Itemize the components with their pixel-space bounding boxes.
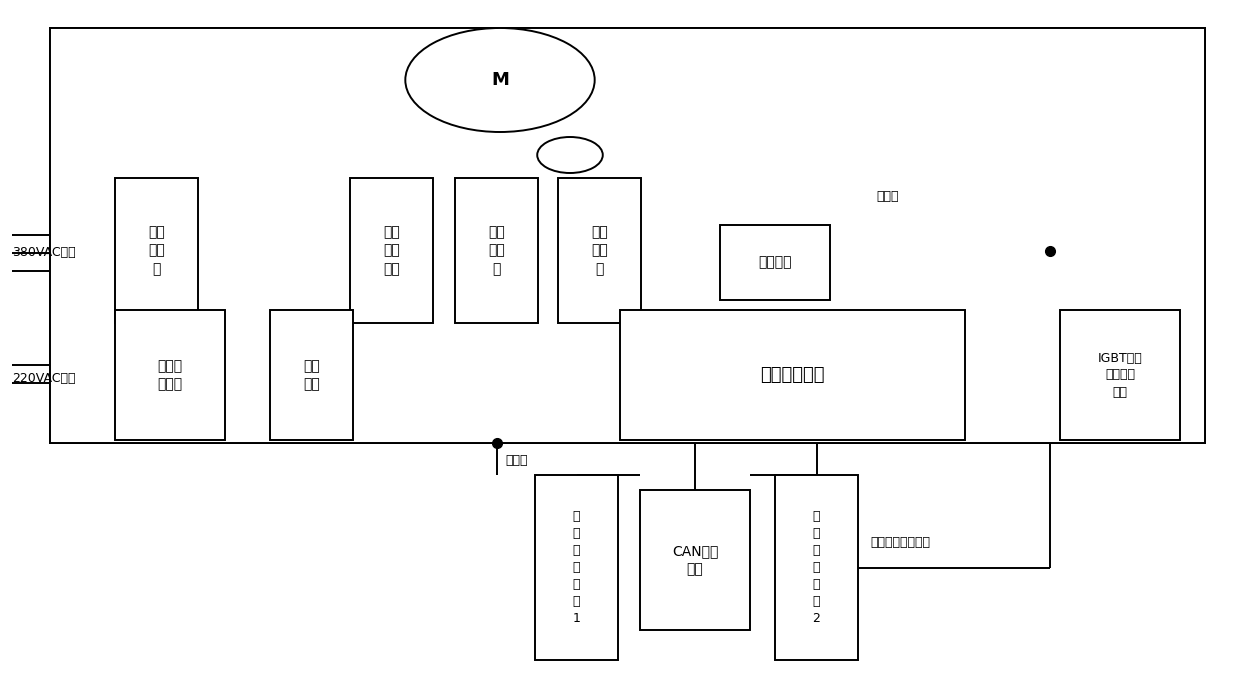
Circle shape [405,28,595,132]
Text: 380VAC输入: 380VAC输入 [12,247,76,259]
Text: 单相逆
变模块: 单相逆 变模块 [157,359,182,391]
Text: 电梯
控制
器: 电梯 控制 器 [489,225,505,276]
Text: 超
级
电
容
模
组
2: 超 级 电 容 模 组 2 [812,510,821,625]
Bar [534,475,618,660]
Bar [50,28,1205,443]
Bar [350,178,433,323]
Bar [620,310,965,440]
Text: 显示模块: 显示模块 [758,255,792,270]
Text: 电梯
输入
开关: 电梯 输入 开关 [383,225,399,276]
Bar [115,178,198,323]
Bar [558,178,641,323]
Text: 超
级
电
容
模
组
1: 超 级 电 容 模 组 1 [573,510,580,625]
Bar [270,310,353,440]
Text: 直流
接触
器: 直流 接触 器 [591,225,608,276]
Text: 直流
降压: 直流 降压 [303,359,320,391]
Text: 母线负: 母线负 [505,454,527,466]
Circle shape [537,137,603,173]
Bar [720,225,830,300]
Text: M: M [491,71,508,89]
Bar [115,310,224,440]
Text: 储能单元直流电压: 储能单元直流电压 [870,535,930,548]
Bar [50,28,1205,443]
Text: IGBT及驱
动和功率
电感: IGBT及驱 动和功率 电感 [1097,351,1142,398]
Text: CAN通讯
总线: CAN通讯 总线 [672,544,718,576]
Bar [455,178,538,323]
Text: 系统控制主板: 系统控制主板 [760,366,825,384]
Text: 220VAC输出: 220VAC输出 [12,372,76,385]
Bar [1060,310,1180,440]
Text: 三相
接触
器: 三相 接触 器 [148,225,165,276]
Bar [775,475,858,660]
Bar [640,490,750,630]
Text: 母线正: 母线正 [875,191,899,204]
